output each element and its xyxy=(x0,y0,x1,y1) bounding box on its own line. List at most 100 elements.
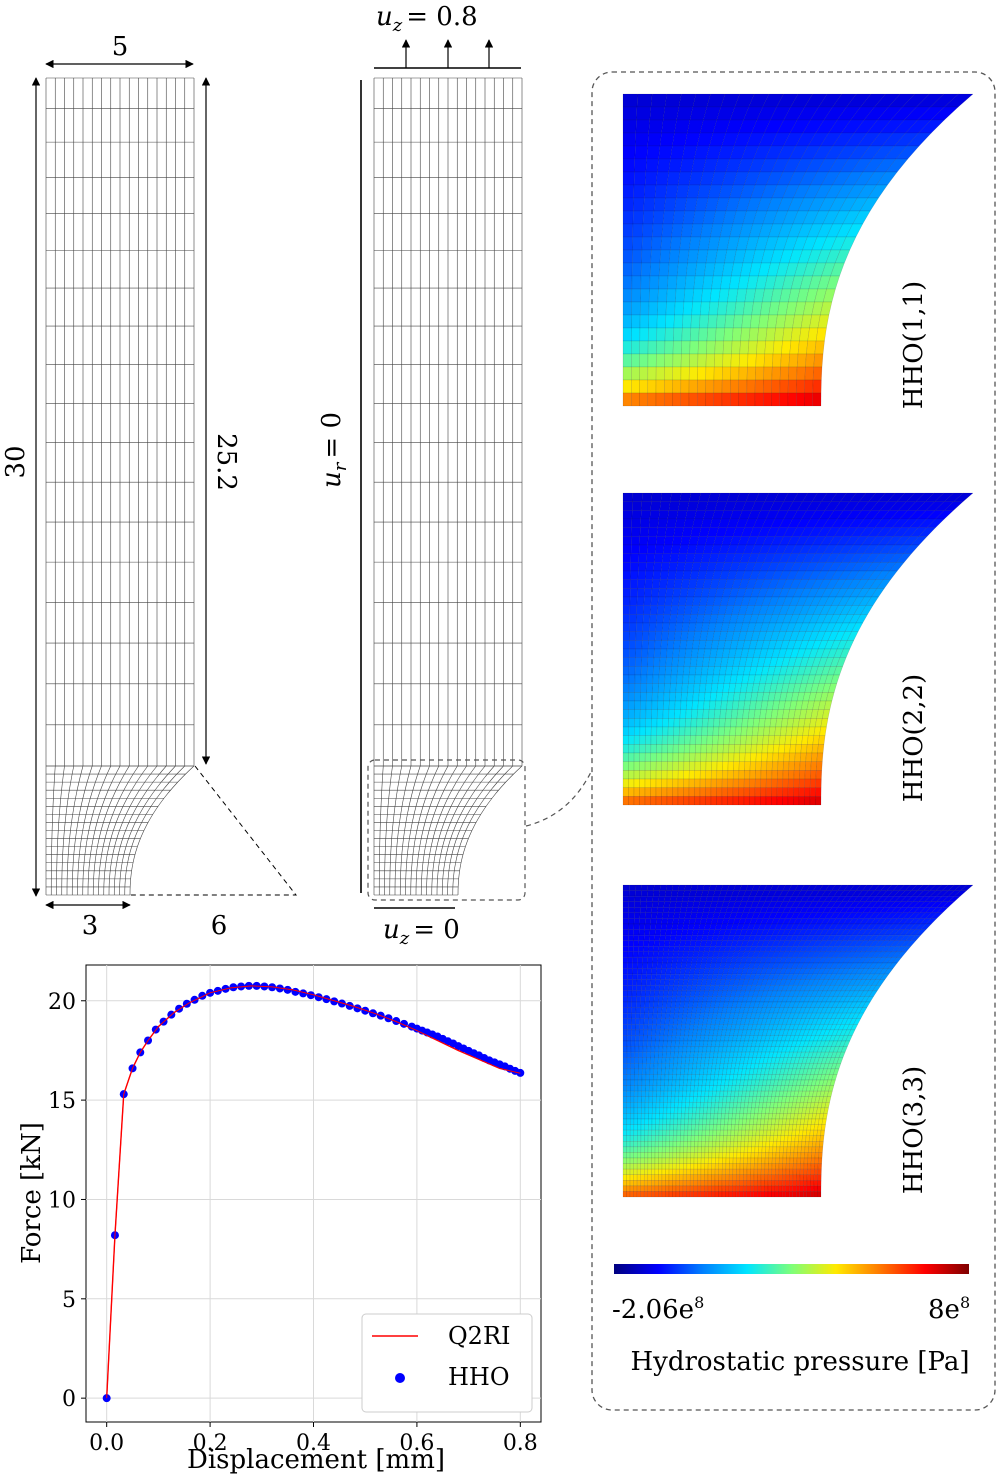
pressure-cell xyxy=(664,890,673,897)
pressure-cell xyxy=(792,1185,797,1192)
pressure-cell xyxy=(705,752,713,762)
pressure-cell xyxy=(704,692,712,702)
pressure-cell xyxy=(719,709,727,719)
pressure-cell xyxy=(754,787,761,797)
pressure-cell xyxy=(641,1102,646,1109)
pressure-cell xyxy=(819,1135,825,1142)
pressure-cell xyxy=(800,1146,806,1153)
pressure-cell xyxy=(662,614,671,624)
pressure-cell xyxy=(640,666,648,676)
pressure-cell xyxy=(798,787,805,797)
pressure-cell xyxy=(640,890,648,897)
pressure-cell xyxy=(660,968,667,975)
pressure-cell xyxy=(677,1118,682,1125)
pressure-cell xyxy=(665,929,672,936)
pressure-cell xyxy=(705,392,714,407)
pressure-cell xyxy=(630,1124,635,1131)
pressure-cell xyxy=(633,787,640,797)
pressure-cell xyxy=(676,1146,681,1153)
pressure-cell xyxy=(689,752,696,762)
pressure-cell xyxy=(662,907,670,914)
pressure-cell xyxy=(732,1157,737,1164)
pressure-cell xyxy=(793,778,800,788)
pressure-cell xyxy=(644,778,651,788)
pressure-cell xyxy=(655,1107,660,1114)
pressure-cell xyxy=(690,1168,695,1175)
pressure-cell xyxy=(658,1174,663,1181)
pressure-cell xyxy=(678,1085,684,1092)
pressure-cell xyxy=(688,1107,693,1114)
pressure-cell xyxy=(669,973,676,980)
pressure-cell xyxy=(648,327,658,342)
pressure-cell xyxy=(649,929,656,936)
pressure-cell xyxy=(688,778,695,788)
pressure-cell xyxy=(750,1174,755,1181)
pressure-cell xyxy=(707,1102,712,1109)
pressure-cell xyxy=(777,770,784,780)
pressure-cell xyxy=(663,1085,669,1092)
pressure-cell xyxy=(716,778,723,788)
pressure-cell xyxy=(666,962,673,969)
pressure-cell xyxy=(743,796,750,806)
pressure-cell xyxy=(729,1146,734,1153)
pressure-cell xyxy=(774,1185,779,1192)
pressure-cell xyxy=(637,1141,642,1148)
pressure-cell xyxy=(628,674,636,684)
pressure-cell xyxy=(644,1191,648,1198)
pressure-cell xyxy=(690,1174,694,1181)
pressure-cell xyxy=(811,1152,816,1159)
pressure-cell xyxy=(622,1185,627,1192)
pressure-cell xyxy=(735,1113,740,1120)
pressure-cell xyxy=(633,1168,638,1175)
pressure-cell xyxy=(667,275,678,290)
pressure-cell xyxy=(633,929,640,936)
pressure-cell xyxy=(654,1185,659,1192)
pressure-cell xyxy=(753,1168,758,1175)
pressure-cell xyxy=(725,1185,730,1192)
pressure-cell xyxy=(714,353,724,368)
pressure-cell xyxy=(658,1141,663,1148)
pressure-cell xyxy=(706,1118,711,1125)
pressure-cell xyxy=(673,1118,678,1125)
pressure-cell xyxy=(673,1113,678,1120)
pressure-cell xyxy=(642,957,649,964)
pressure-cell xyxy=(639,353,649,368)
pressure-cell xyxy=(671,1035,677,1042)
pressure-cell xyxy=(744,770,751,780)
pressure-cell xyxy=(812,1141,817,1148)
notch-width-label: 6 xyxy=(211,911,228,941)
pressure-cell xyxy=(747,1157,752,1164)
pressure-cell xyxy=(622,93,638,108)
pressure-cell xyxy=(743,1163,748,1170)
pressure-cell xyxy=(628,709,635,719)
ur-sub: r xyxy=(330,461,351,471)
pressure-cell xyxy=(622,1007,628,1014)
pressure-cell xyxy=(779,392,789,407)
pressure-cell xyxy=(738,778,745,788)
pressure-cell xyxy=(651,1124,656,1131)
pressure-cell xyxy=(633,796,640,806)
pressure-cell xyxy=(644,184,657,199)
pressure-cell xyxy=(664,973,671,980)
pressure-cell xyxy=(699,1102,705,1109)
pressure-cell xyxy=(661,796,668,806)
pressure-cell xyxy=(668,1185,673,1192)
pressure-cell xyxy=(627,968,633,975)
pressure-cell xyxy=(666,518,677,528)
pressure-cell xyxy=(627,973,633,980)
pressure-cell xyxy=(677,1113,682,1120)
pressure-cell xyxy=(653,1068,658,1075)
pressure-cell xyxy=(635,119,650,134)
pressure-cell xyxy=(752,1124,758,1131)
pressure-cell xyxy=(717,301,728,316)
pressure-cell xyxy=(644,1118,649,1125)
pressure-cell xyxy=(633,1141,638,1148)
pressure-cell xyxy=(626,1180,631,1187)
pressure-cell xyxy=(704,1146,709,1153)
pressure-cell xyxy=(640,275,651,290)
pressure-cell xyxy=(657,288,668,303)
pressure-cell xyxy=(815,778,822,788)
pressure-cell xyxy=(738,379,748,394)
pressure-cell xyxy=(666,957,673,964)
pressure-cell xyxy=(629,1174,634,1181)
